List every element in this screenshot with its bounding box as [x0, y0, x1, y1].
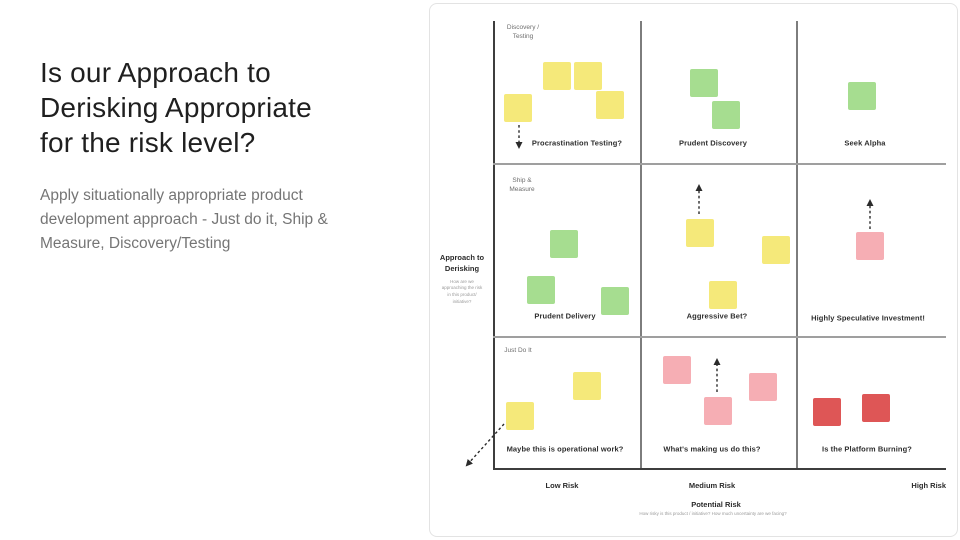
sticky-note — [848, 82, 876, 110]
sticky-note — [686, 219, 714, 247]
sticky-note — [813, 398, 841, 426]
grid-line-row-2 — [493, 336, 946, 338]
x-tick-medium-risk: Medium Risk — [688, 481, 736, 490]
y-axis-label: Approach to Derisking How are we approac… — [430, 252, 494, 306]
grid-line-row-1 — [493, 163, 946, 165]
sticky-note — [712, 101, 740, 129]
cell-label: Procrastination Testing? — [531, 138, 623, 148]
slide-text-panel: Is our Approach to Derisking Appropriate… — [40, 55, 410, 256]
sticky-note — [543, 62, 571, 90]
sticky-note — [506, 402, 534, 430]
sticky-note — [663, 356, 691, 384]
slide-title: Is our Approach to Derisking Appropriate… — [40, 57, 312, 158]
cell-label: Aggressive Bet? — [686, 311, 748, 321]
grid-line-column-2 — [796, 21, 798, 469]
cell-label: Highly Speculative Investment! — [811, 313, 925, 323]
sticky-note — [601, 287, 629, 315]
sticky-note — [762, 236, 790, 264]
x-tick-low-risk: Low Risk — [545, 481, 579, 490]
sticky-note — [690, 69, 718, 97]
slide-subtitle: Apply situationally appropriate product … — [40, 187, 328, 253]
row-label-discovery-testing: Discovery / Testing — [506, 24, 540, 41]
sticky-note — [709, 281, 737, 309]
x-axis-subtitle: How risky is this product / initiative? … — [639, 511, 787, 516]
sticky-note — [573, 372, 601, 400]
sticky-note — [504, 94, 532, 122]
x-tick-high-risk: High Risk — [911, 481, 946, 490]
x-axis-line — [493, 468, 946, 470]
x-axis-title: Potential Risk — [691, 500, 741, 509]
sticky-note — [574, 62, 602, 90]
sticky-note — [527, 276, 555, 304]
cell-label: What's making us do this? — [663, 444, 761, 454]
grid-line-column-1 — [640, 21, 642, 469]
sticky-note — [749, 373, 777, 401]
cell-label: Maybe this is operational work? — [506, 444, 624, 454]
sticky-note — [704, 397, 732, 425]
cell-label: Prudent Delivery — [534, 311, 596, 321]
sticky-note — [856, 232, 884, 260]
sticky-note — [550, 230, 578, 258]
sticky-note — [862, 394, 890, 422]
cell-label: Seek Alpha — [844, 138, 886, 148]
sticky-note — [596, 91, 624, 119]
y-axis-line — [493, 21, 495, 469]
cell-label: Is the Platform Burning? — [822, 444, 912, 454]
y-axis-subtitle: How are we approaching the risk in this … — [441, 278, 483, 305]
cell-label: Prudent Discovery — [679, 138, 747, 148]
row-label-just-do-it: Just Do It — [504, 347, 532, 354]
y-axis-title: Approach to Derisking — [439, 253, 485, 274]
row-label-ship-measure: Ship & Measure — [509, 177, 535, 194]
